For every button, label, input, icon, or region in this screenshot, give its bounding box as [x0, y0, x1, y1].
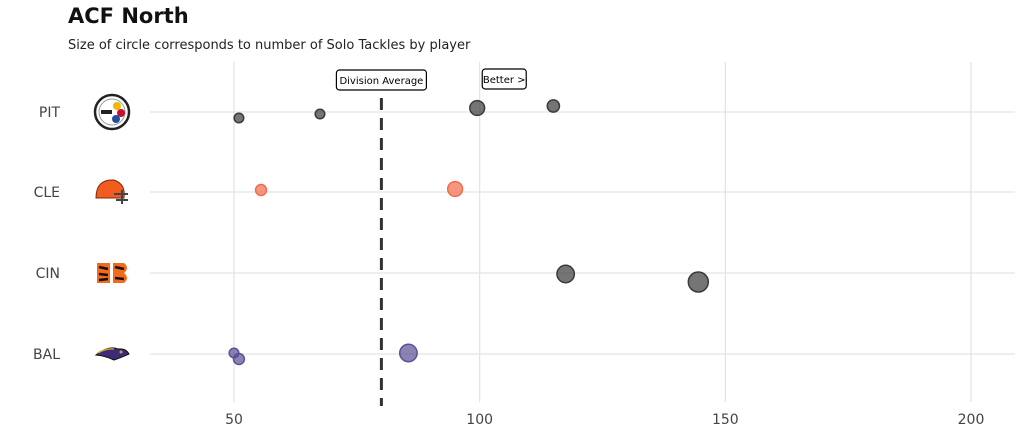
x-tick-150: 150	[712, 412, 739, 428]
bal-raven-head	[94, 347, 130, 361]
better-label: Better >	[481, 68, 527, 90]
pit-logo-yellow	[113, 102, 121, 110]
cin-logo-stripes	[98, 265, 125, 282]
grid	[150, 62, 1015, 402]
point-cle-2	[446, 180, 464, 198]
pit-logo-blue	[112, 115, 120, 123]
division-average-label-box	[335, 69, 427, 91]
point-pit-4	[546, 99, 561, 113]
team-labels: PIT CLE CIN BAL	[33, 105, 60, 363]
x-tick-100: 100	[466, 412, 493, 428]
x-tick-200: 200	[958, 412, 985, 428]
pit-logo-wordmark	[101, 110, 112, 114]
pit-logo-icon	[93, 93, 131, 131]
point-pit-1	[233, 112, 245, 124]
bal-logo-icon	[94, 347, 130, 361]
bal-raven-accent	[97, 348, 115, 354]
division-average-label-text: Division Average	[339, 76, 423, 87]
better-label-box	[481, 68, 527, 90]
cle-facemask	[114, 190, 128, 204]
point-cin-1	[556, 264, 576, 284]
point-pit-3	[469, 99, 486, 117]
division-average-label: Division Average	[335, 69, 427, 91]
team-label-cin: CIN	[36, 266, 60, 282]
cle-logo-icon	[95, 179, 128, 204]
point-cin-2	[687, 271, 710, 293]
chart-subtitle: Size of circle corresponds to number of …	[68, 38, 471, 53]
bal-raven-eye	[119, 350, 123, 354]
team-label-pit: PIT	[39, 105, 61, 121]
chart-title: ACF North	[68, 4, 189, 28]
team-logos	[93, 93, 131, 361]
x-axis-ticks: 50 100 150 200	[225, 412, 984, 428]
cle-helmet-shell	[95, 179, 125, 199]
point-bal-3	[398, 343, 418, 363]
cin-logo-icon	[97, 263, 127, 283]
point-pit-2	[314, 108, 326, 120]
pit-logo-red	[117, 109, 125, 117]
team-label-bal: BAL	[33, 347, 60, 363]
better-label-text: Better >	[483, 75, 526, 86]
annotations: Division Average Better >	[335, 68, 527, 91]
x-tick-50: 50	[225, 412, 243, 428]
team-label-cle: CLE	[34, 185, 60, 201]
point-bal-2	[232, 352, 246, 366]
data-points	[228, 99, 710, 366]
cin-logo-b2	[113, 263, 127, 283]
point-cle-1	[254, 183, 268, 197]
